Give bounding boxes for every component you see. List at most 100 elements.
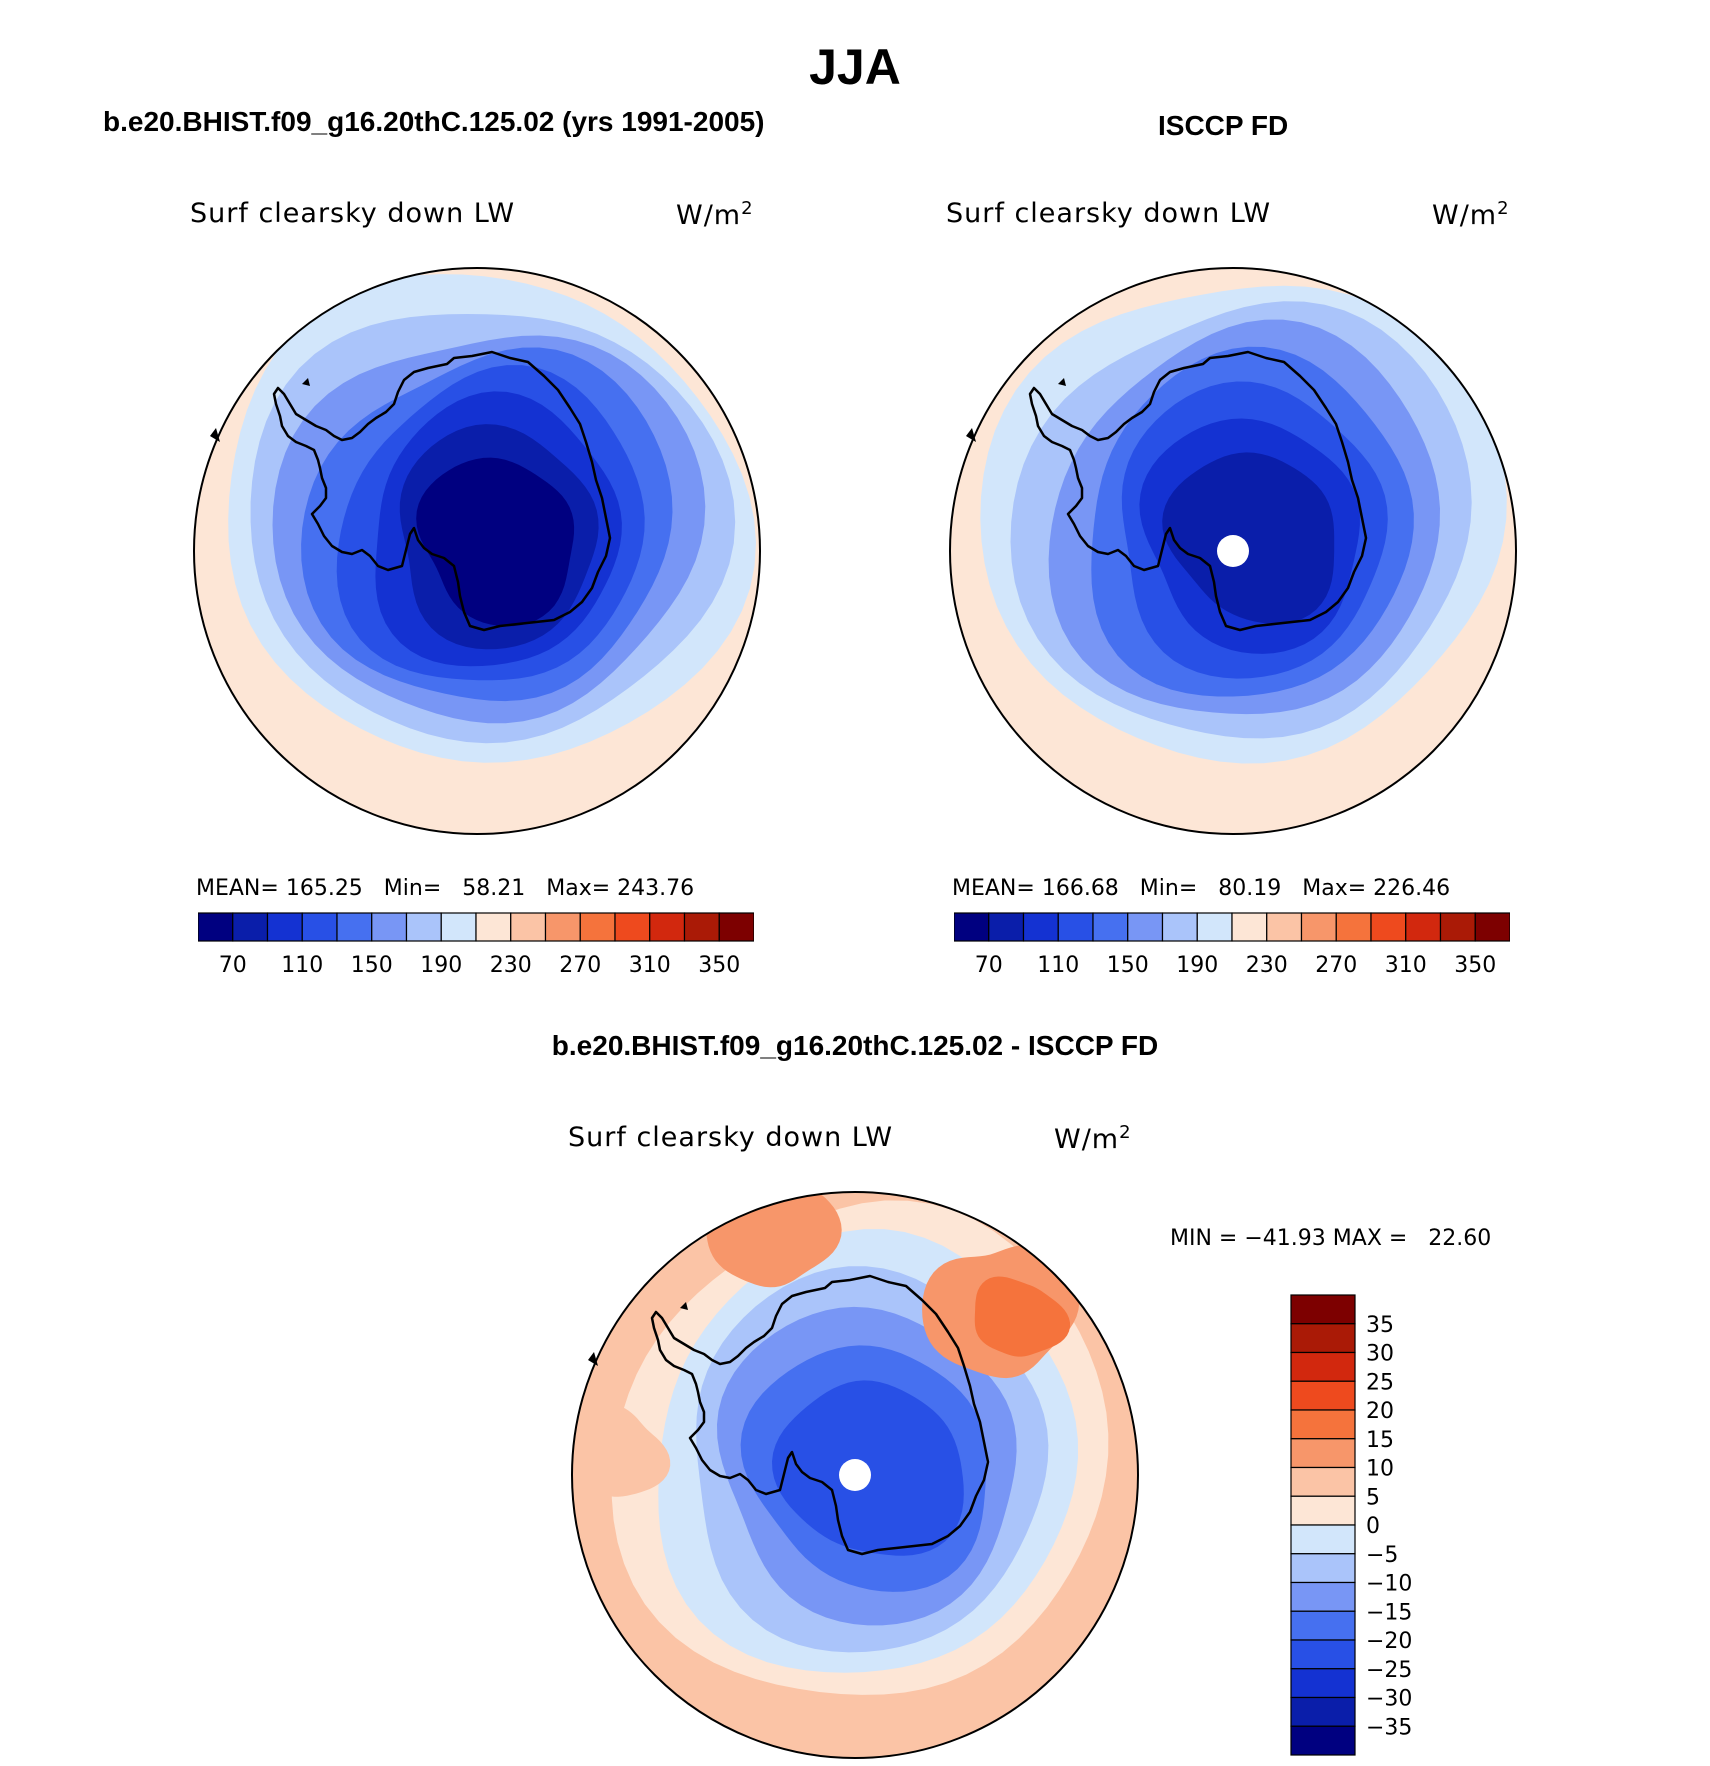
map-outline [571,1191,1139,1759]
colorbar-swatch [988,912,1025,942]
colorbar-tick-label: 10 [1366,1457,1394,1482]
colorbar-tick-label: 350 [698,953,740,978]
colorbar-swatch [1022,912,1059,942]
colorbar-swatch [510,912,547,942]
diff-max-value: 22.60 [1428,1226,1492,1251]
colorbar-tick-label: −15 [1366,1600,1412,1625]
colorbar-tick-label: 70 [975,953,1003,978]
colorbar-swatch [405,912,442,942]
right-max-value: 226.46 [1373,876,1451,901]
colorbar-tick-label: 20 [1366,1399,1394,1424]
colorbar-swatch [683,912,720,942]
colorbar-tick-label: 150 [1107,953,1149,978]
colorbar-tick-label: 110 [1037,953,1079,978]
right-units-label: W/m2 [1432,198,1510,231]
colorbar-swatch [1290,1524,1356,1555]
figure-title: JJA [809,39,901,95]
colorbar-swatch [1290,1553,1356,1584]
right-polar-map [949,267,1517,835]
diff-min-value: −41.93 [1244,1226,1326,1251]
colorbar-swatch [1290,1351,1356,1382]
colorbar-tick-label: −5 [1366,1543,1398,1568]
colorbar-tick-label: 5 [1366,1485,1380,1510]
diff-colorbar: 35 30 25 20 15 10 5 0 −5 −10 −15 −20 −25 −30 −35 [1290,1294,1412,1756]
diff-max-label: MAX = [1332,1226,1408,1251]
island-outline [1058,378,1066,386]
left-max-label: Max= [546,876,611,901]
right-mean-label: MEAN= [952,876,1035,901]
colorbar-tick-label: −35 [1366,1715,1412,1740]
colorbar-swatch [266,912,303,942]
colorbar-swatch [1290,1466,1356,1497]
colorbar-swatch [371,912,408,942]
colorbar-swatch [475,912,512,942]
left-panel-title: b.e20.BHIST.f09_g16.20thC.125.02 (yrs 19… [103,106,765,137]
diff-min-label: MIN = [1170,1226,1238,1251]
diff-panel-title: b.e20.BHIST.f09_g16.20thC.125.02 - ISCCP… [551,1030,1159,1061]
colorbar-tick-label: 110 [281,953,323,978]
left-polar-map [193,267,761,835]
colorbar-tick-label: −10 [1366,1572,1412,1597]
colorbar-tick-label: 15 [1366,1428,1394,1453]
colorbar-swatch [954,912,990,942]
colorbar-tick-label: 35 [1366,1313,1394,1338]
colorbar-swatch [1290,1696,1356,1727]
colorbar-swatch [1474,912,1510,942]
colorbar-tick-label: 310 [629,953,671,978]
colorbar-swatch [649,912,686,942]
colorbar-tick-label: 230 [490,953,532,978]
antarctica-coastline [1028,350,1368,632]
colorbar-swatch [1231,912,1268,942]
colorbar-swatch [1290,1610,1356,1641]
left-max-value: 243.76 [617,876,695,901]
left-min-value: 58.21 [462,876,526,901]
right-panel-title: ISCCP FD [1158,110,1289,141]
left-units-label: W/m2 [676,198,754,231]
colorbar-swatch [1092,912,1129,942]
colorbar-tick-label: 270 [559,953,601,978]
colorbar-swatch [1290,1639,1356,1670]
colorbar-swatch [1405,912,1442,942]
colorbar-swatch [1161,912,1198,942]
right-max-label: Max= [1302,876,1367,901]
colorbar-swatch [336,912,373,942]
warm-anomaly-core [974,1276,1070,1357]
right-variable-label: Surf clearsky down LW [946,198,1272,229]
island-outline [302,378,310,386]
left-stats: MEAN= 165.25 Min= 58.21 Max= 243.76 [196,876,694,901]
colorbar-swatch [1290,1581,1356,1612]
colorbar-swatch [1290,1438,1356,1469]
colorbar-swatch [1290,1725,1356,1756]
colorbar-swatch [1370,912,1407,942]
colorbar-tick-label: −30 [1366,1687,1412,1712]
colorbar-swatch [198,912,234,942]
colorbar-swatch [1057,912,1094,942]
colorbar-tick-label: 190 [1176,953,1218,978]
diff-stats: MIN = −41.93 MAX = 22.60 [1170,1226,1491,1251]
antarctica-coastline [272,350,612,632]
right-stats: MEAN= 166.68 Min= 80.19 Max= 226.46 [952,876,1450,901]
colorbar-swatch [1290,1323,1356,1354]
colorbar-tick-label: 0 [1366,1514,1380,1539]
colorbar-tick-label: 150 [351,953,393,978]
left-mean-label: MEAN= [196,876,279,901]
diff-polar-map [571,1191,1139,1759]
left-colorbar: 70 110 150 190 230 270 310 350 [198,912,754,978]
colorbar-swatch [440,912,477,942]
colorbar-tick-label: 70 [219,953,247,978]
colorbar-swatch [1290,1294,1356,1325]
right-min-value: 80.19 [1218,876,1282,901]
colorbar-swatch [1290,1495,1356,1526]
colorbar-swatch [1335,912,1372,942]
diff-variable-label: Surf clearsky down LW [568,1122,894,1153]
colorbar-swatch [232,912,269,942]
colorbar-swatch [1300,912,1337,942]
colorbar-tick-label: 230 [1246,953,1288,978]
colorbar-tick-label: 270 [1315,953,1357,978]
colorbar-swatch [1266,912,1303,942]
warm-anomaly-patch [572,1397,671,1497]
contour-band-7 [1162,452,1335,624]
map-outline [193,267,761,835]
left-variable-label: Surf clearsky down LW [190,198,516,229]
colorbar-swatch [544,912,581,942]
